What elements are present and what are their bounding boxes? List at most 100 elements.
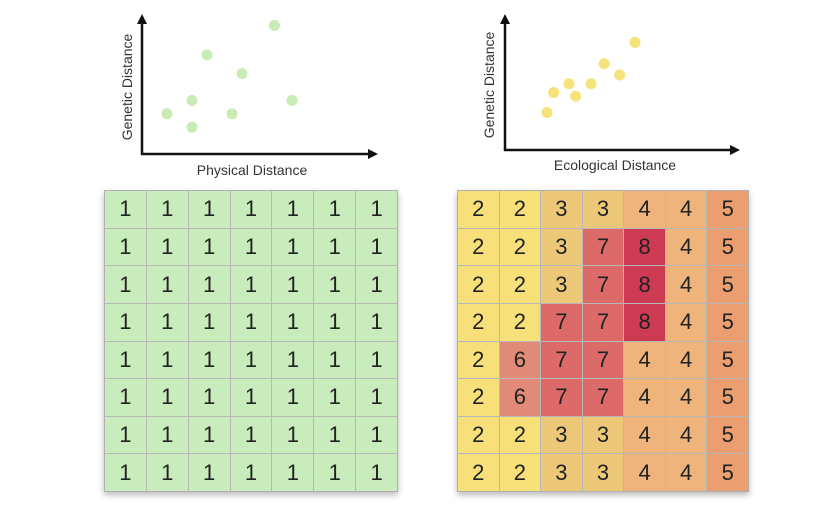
grid-cell: 1 [230,266,272,303]
scatter-point [186,121,198,133]
grid-cell: 1 [188,341,230,379]
grid-cell: 1 [314,416,356,454]
scatter-point [585,78,597,90]
grid-cell: 5 [707,416,748,454]
grid-cell: 5 [707,266,748,303]
grid-cell: 3 [541,228,582,266]
grid-cell: 3 [541,266,582,303]
grid-cell: 1 [314,341,356,379]
scatter-point [629,37,641,48]
grid-cell: 1 [272,228,314,266]
left-scatter-svg: Physical Distance Genetic Distance [119,14,378,178]
grid-cell: 2 [458,341,499,379]
scatter-point [186,94,198,106]
grid-cell: 1 [146,266,188,303]
grid-cell: 1 [272,416,314,454]
grid-cell: 1 [230,191,272,228]
scatter-point [563,78,575,90]
scatter-point [226,108,238,120]
grid-cell: 5 [707,228,748,266]
grid-cell: 4 [665,303,707,341]
grid-cell: 1 [356,228,397,266]
grid-cell: 1 [272,303,314,341]
grid-cell: 1 [230,379,272,416]
grid-cell: 4 [665,266,707,303]
grid-cell: 1 [272,454,314,491]
grid-cell: 1 [188,416,230,454]
grid-cell: 4 [665,379,707,416]
grid-cell: 2 [458,228,499,266]
grid-cell: 1 [105,379,146,416]
scatter-point [598,58,610,70]
right-scatter-plot: Ecological Distance Genetic Distance [470,10,750,180]
grid-cell: 1 [146,341,188,379]
grid-cell: 3 [582,191,624,228]
grid-cell: 1 [188,266,230,303]
grid-cell: 4 [665,416,707,454]
right-scatter-svg: Ecological Distance Genetic Distance [481,14,740,173]
grid-cell: 4 [624,379,665,416]
scatter-point [201,49,213,61]
scatter-point [161,108,173,120]
grid-cell: 2 [499,266,541,303]
grid-cell: 1 [314,191,356,228]
scatter-point [286,94,298,106]
grid-cell: 2 [499,454,541,491]
grid-cell: 1 [105,303,146,341]
grid-cell: 2 [499,416,541,454]
scatter-point [541,107,553,118]
grid-cell: 1 [188,228,230,266]
grid-cell: 1 [230,228,272,266]
right-y-axis-label: Genetic Distance [481,31,497,138]
left-x-axis-label: Physical Distance [197,162,308,178]
left-y-axis-label: Genetic Distance [119,33,135,140]
grid-cell: 7 [582,379,624,416]
grid-cell: 5 [707,454,748,491]
scatter-point [614,69,626,81]
grid-cell: 1 [314,303,356,341]
grid-cell: 1 [272,266,314,303]
grid-cell: 4 [624,454,665,491]
grid-cell: 1 [356,416,397,454]
grid-cell: 1 [230,416,272,454]
grid-cell: 4 [624,191,665,228]
grid-cell: 5 [707,303,748,341]
grid-cell: 1 [314,454,356,491]
right-x-axis-label: Ecological Distance [554,157,676,173]
grid-cell: 7 [582,266,624,303]
grid-cell: 1 [356,379,397,416]
grid-cell: 2 [458,416,499,454]
grid-cell: 1 [188,379,230,416]
grid-cell: 2 [458,303,499,341]
grid-cell: 8 [624,303,665,341]
grid-cell: 1 [105,228,146,266]
grid-cell: 1 [314,379,356,416]
grid-cell: 7 [582,341,624,379]
scatter-point [269,19,280,31]
grid-cell: 3 [541,454,582,491]
grid-cell: 1 [356,191,397,228]
x-axis-arrow [730,145,740,155]
grid-cell: 6 [499,379,541,416]
y-axis-arrow [137,14,147,24]
grid-cell: 4 [665,454,707,491]
grid-cell: 1 [356,266,397,303]
grid-cell: 1 [105,454,146,491]
left-scatter-plot: Physical Distance Genetic Distance [110,10,390,180]
grid-cell: 1 [188,303,230,341]
grid-cell: 2 [458,191,499,228]
scatter-point [236,68,248,80]
grid-cell: 1 [105,416,146,454]
grid-cell: 4 [624,416,665,454]
grid-cell: 7 [582,303,624,341]
grid-cell: 1 [356,341,397,379]
grid-cell: 1 [314,228,356,266]
grid-cell: 3 [541,191,582,228]
grid-cell: 3 [582,454,624,491]
grid-cell: 4 [665,228,707,266]
grid-cell: 4 [665,341,707,379]
grid-cell: 1 [230,341,272,379]
grid-cell: 1 [146,416,188,454]
